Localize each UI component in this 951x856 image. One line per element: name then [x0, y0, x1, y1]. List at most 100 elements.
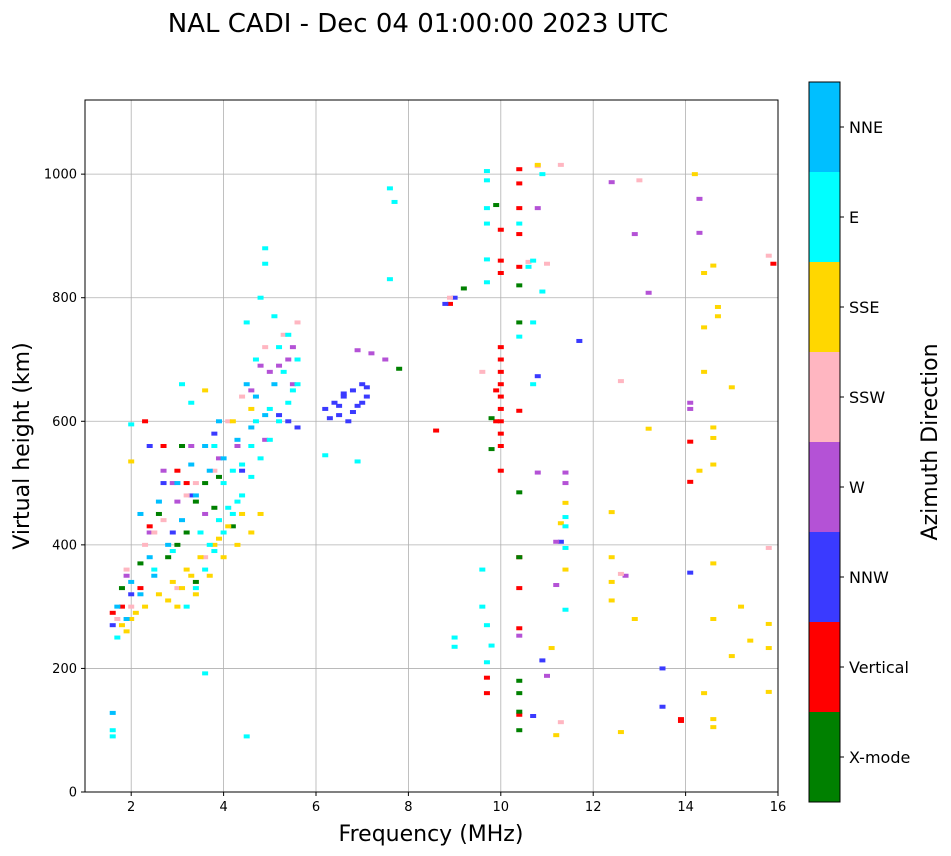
echo-x-mode [516, 320, 523, 325]
echo-nne [137, 511, 144, 516]
echo-sse [234, 542, 241, 547]
echo-vertical [497, 394, 504, 399]
echo-sse [608, 579, 615, 584]
echo-e [257, 456, 264, 461]
echo-w [276, 363, 283, 368]
echo-x-mode [211, 505, 218, 510]
echo-nne [188, 462, 195, 467]
colorbar-tick-label: Vertical [849, 658, 909, 677]
echo-w [202, 511, 209, 516]
echo-nne [248, 425, 255, 430]
echo-e [530, 258, 537, 263]
echo-vertical [497, 431, 504, 436]
echo-sse [710, 725, 717, 730]
echo-e [285, 332, 292, 337]
echo-sse [710, 617, 717, 621]
echo-vertical [497, 271, 504, 275]
y-tick-label: 1000 [44, 168, 77, 183]
echo-nne [271, 382, 278, 387]
echo-e [483, 660, 490, 665]
echo-e [109, 728, 116, 733]
echo-sse [142, 604, 149, 609]
echo-sse [128, 617, 135, 621]
echo-vertical [183, 481, 190, 486]
echo-x-mode [516, 283, 523, 288]
echo-sse [562, 500, 569, 505]
echo-sse [225, 524, 232, 529]
echo-e [294, 357, 301, 362]
echo-nnw [331, 400, 338, 405]
echo-sse [239, 511, 246, 516]
echo-e [257, 295, 264, 300]
echo-x-mode [137, 561, 144, 566]
echo-sse [710, 435, 717, 440]
echo-nnw [576, 338, 583, 343]
echo-e [243, 734, 250, 739]
echo-e [225, 505, 232, 510]
echo-e [202, 567, 209, 572]
echo-e [262, 261, 269, 266]
echo-e [229, 468, 236, 473]
echo-nnw [294, 425, 301, 430]
echo-x-mode [516, 709, 523, 714]
echo-e [562, 524, 569, 529]
echo-nnw [109, 623, 116, 628]
echo-sse [710, 561, 717, 566]
colorbar-swatch-nne [809, 82, 840, 172]
echo-sse [765, 646, 772, 651]
colorbar-tick-label: NNW [849, 568, 889, 587]
echo-e [539, 172, 546, 177]
echo-sse [710, 717, 717, 722]
echo-ssw [557, 720, 564, 725]
colorbar-swatch-vertical [809, 622, 840, 712]
echo-sse [206, 573, 213, 578]
echo-e [266, 406, 273, 411]
echo-vertical [493, 388, 500, 393]
echo-x-mode [174, 542, 181, 547]
echo-ssw [557, 162, 564, 167]
echo-vertical [174, 468, 181, 473]
echo-sse [617, 730, 624, 735]
echo-w [645, 290, 652, 295]
echo-e [248, 444, 255, 448]
echo-e [109, 734, 116, 739]
echo-ssw [525, 259, 532, 264]
echo-w [160, 468, 167, 473]
x-tick-label: 14 [677, 800, 694, 815]
echo-sse [534, 162, 541, 167]
echo-ssw [262, 345, 269, 350]
echo-sse [202, 388, 209, 393]
echo-e [451, 635, 458, 640]
echo-ssw [192, 481, 199, 486]
echo-sse [608, 555, 615, 560]
echo-vertical [497, 382, 504, 387]
echo-e [248, 474, 255, 479]
echo-nne [151, 573, 158, 578]
echo-vertical [109, 610, 116, 615]
echo-nne [165, 542, 172, 547]
echo-nne [123, 617, 130, 621]
echo-sse [118, 623, 125, 628]
echo-ssw [123, 567, 130, 572]
echo-x-mode [183, 530, 190, 535]
echo-sse [188, 573, 195, 578]
echo-w [262, 437, 269, 442]
echo-x-mode [488, 447, 495, 452]
echo-nnw [336, 413, 343, 418]
echo-ssw [280, 332, 287, 337]
echo-nnw [451, 295, 458, 300]
echo-sse [211, 542, 218, 547]
echo-x-mode [396, 366, 403, 371]
echo-vertical [483, 691, 490, 696]
echo-nne [155, 499, 162, 504]
echo-e [525, 264, 532, 269]
echo-w [608, 180, 615, 185]
echo-nnw [659, 666, 666, 671]
echo-ssw [479, 369, 486, 374]
echo-ssw [446, 295, 453, 300]
echo-e [391, 199, 398, 204]
echo-nnw [659, 704, 666, 709]
echo-nnw [359, 400, 366, 405]
echo-e [211, 549, 218, 554]
echo-e [183, 604, 190, 609]
